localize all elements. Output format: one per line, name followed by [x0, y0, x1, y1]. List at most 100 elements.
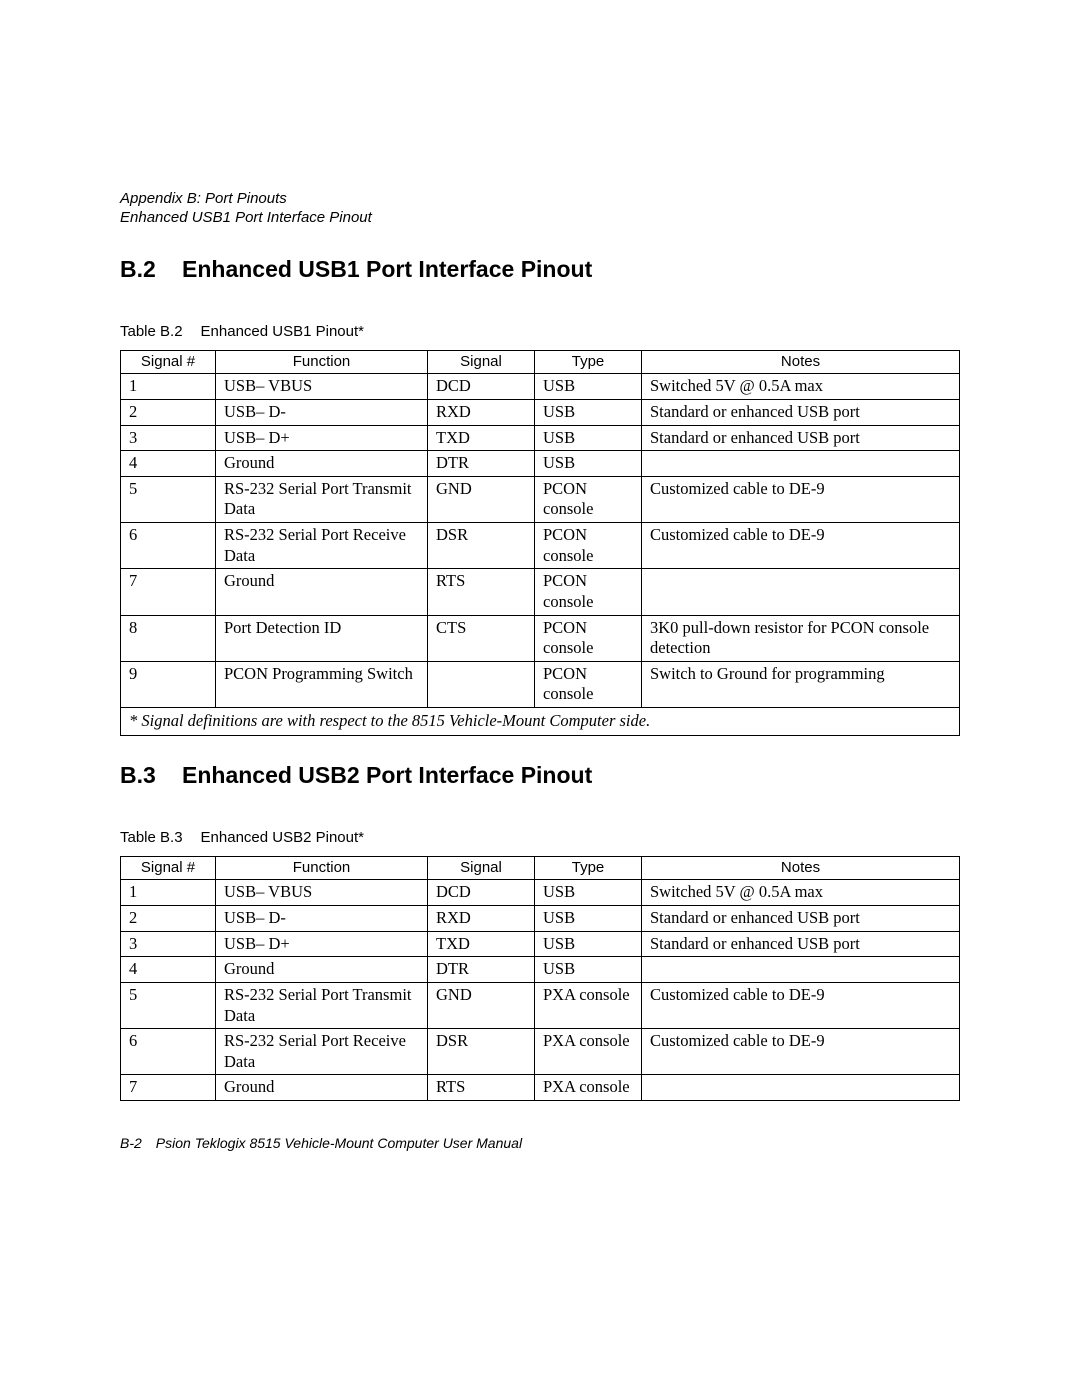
table-row: 2USB– D-RXDUSBStandard or enhanced USB p…: [121, 399, 960, 425]
table-cell: 3: [121, 425, 216, 451]
col-header: Signal: [428, 856, 535, 880]
table-cell: RXD: [428, 906, 535, 932]
table-cell: TXD: [428, 425, 535, 451]
table-cell: USB: [535, 425, 642, 451]
table-cell: GND: [428, 476, 535, 522]
table-row: 4GroundDTRUSB: [121, 451, 960, 477]
table-cell: [642, 957, 960, 983]
table-cell: Customized cable to DE-9: [642, 1029, 960, 1075]
table-cell: PCON console: [535, 661, 642, 707]
table-cell: 7: [121, 569, 216, 615]
table-footnote: * Signal definitions are with respect to…: [121, 708, 960, 736]
table-caption-text: Enhanced USB2 Pinout*: [201, 829, 364, 846]
table-cell: [642, 1075, 960, 1101]
table-cell: PCON console: [535, 615, 642, 661]
table-cell: Standard or enhanced USB port: [642, 906, 960, 932]
table-cell: 3: [121, 931, 216, 957]
table-row: 9PCON Programming SwitchPCON consoleSwit…: [121, 661, 960, 707]
section-heading-b3: B.3Enhanced USB2 Port Interface Pinout: [120, 762, 960, 789]
table-cell: DTR: [428, 451, 535, 477]
table-header-row: Signal # Function Signal Type Notes: [121, 856, 960, 880]
table-cell: 1: [121, 374, 216, 400]
table-header-row: Signal # Function Signal Type Notes: [121, 350, 960, 374]
table-cell: Switched 5V @ 0.5A max: [642, 374, 960, 400]
page-footer: B-2 Psion Teklogix 8515 Vehicle-Mount Com…: [120, 1135, 960, 1151]
table-row: 3USB– D+TXDUSBStandard or enhanced USB p…: [121, 425, 960, 451]
table-cell: USB: [535, 374, 642, 400]
table-cell: DSR: [428, 523, 535, 569]
table-row: 3USB– D+TXDUSBStandard or enhanced USB p…: [121, 931, 960, 957]
table-label: Table B.2: [120, 323, 183, 340]
table-cell: USB– D-: [216, 399, 428, 425]
table-cell: RS-232 Serial Port Receive Data: [216, 1029, 428, 1075]
table-cell: USB– VBUS: [216, 880, 428, 906]
table-cell: USB: [535, 957, 642, 983]
table-cell: PCON Programming Switch: [216, 661, 428, 707]
table-row: 2USB– D-RXDUSBStandard or enhanced USB p…: [121, 906, 960, 932]
table-row: 1USB– VBUSDCDUSBSwitched 5V @ 0.5A max: [121, 880, 960, 906]
section-heading-b2: B.2Enhanced USB1 Port Interface Pinout: [120, 256, 960, 283]
manual-title: Psion Teklogix 8515 Vehicle-Mount Comput…: [156, 1135, 522, 1151]
table-row: 8Port Detection IDCTSPCON console3K0 pul…: [121, 615, 960, 661]
table-cell: Standard or enhanced USB port: [642, 425, 960, 451]
table-cell: Customized cable to DE-9: [642, 982, 960, 1028]
table-cell: PXA console: [535, 1075, 642, 1101]
col-header: Signal #: [121, 856, 216, 880]
table-cell: TXD: [428, 931, 535, 957]
table-cell: RXD: [428, 399, 535, 425]
table-cell: 2: [121, 906, 216, 932]
table-body-b2: 1USB– VBUSDCDUSBSwitched 5V @ 0.5A max2U…: [121, 374, 960, 735]
table-cell: GND: [428, 982, 535, 1028]
table-cell: 6: [121, 1029, 216, 1075]
table-cell: RS-232 Serial Port Transmit Data: [216, 982, 428, 1028]
table-cell: 6: [121, 523, 216, 569]
table-body-b3: 1USB– VBUSDCDUSBSwitched 5V @ 0.5A max2U…: [121, 880, 960, 1101]
table-cell: Customized cable to DE-9: [642, 476, 960, 522]
table-cell: Standard or enhanced USB port: [642, 399, 960, 425]
pinout-table-b2: Signal # Function Signal Type Notes 1USB…: [120, 350, 960, 736]
table-row: 4GroundDTRUSB: [121, 957, 960, 983]
table-cell: [642, 451, 960, 477]
col-header: Notes: [642, 350, 960, 374]
col-header: Signal #: [121, 350, 216, 374]
table-cell: USB: [535, 399, 642, 425]
section-number: B.2: [120, 256, 182, 283]
table-cell: USB– D+: [216, 425, 428, 451]
table-cell: DCD: [428, 880, 535, 906]
table-cell: PXA console: [535, 1029, 642, 1075]
table-row: 5RS-232 Serial Port Transmit DataGNDPXA …: [121, 982, 960, 1028]
table-cell: DSR: [428, 1029, 535, 1075]
table-cell: 1: [121, 880, 216, 906]
col-header: Function: [216, 856, 428, 880]
table-cell: Ground: [216, 957, 428, 983]
section-title: Enhanced USB2 Port Interface Pinout: [182, 762, 592, 788]
header-line-2: Enhanced USB1 Port Interface Pinout: [120, 209, 960, 228]
table-cell: 8: [121, 615, 216, 661]
table-row: 6RS-232 Serial Port Receive DataDSRPCON …: [121, 523, 960, 569]
running-header: Appendix B: Port Pinouts Enhanced USB1 P…: [120, 190, 960, 228]
table-cell: PCON console: [535, 523, 642, 569]
table-cell: 3K0 pull-down resistor for PCON console …: [642, 615, 960, 661]
page-number: B-2: [120, 1135, 142, 1151]
table-cell: 7: [121, 1075, 216, 1101]
table-cell: 5: [121, 982, 216, 1028]
table-row: 7GroundRTSPCON console: [121, 569, 960, 615]
col-header: Notes: [642, 856, 960, 880]
table-row: 5RS-232 Serial Port Transmit DataGNDPCON…: [121, 476, 960, 522]
header-line-1: Appendix B: Port Pinouts: [120, 190, 960, 209]
table-row: 1USB– VBUSDCDUSBSwitched 5V @ 0.5A max: [121, 374, 960, 400]
table-row: 7GroundRTSPXA console: [121, 1075, 960, 1101]
table-footnote-row: * Signal definitions are with respect to…: [121, 708, 960, 736]
table-cell: CTS: [428, 615, 535, 661]
table-cell: RTS: [428, 569, 535, 615]
table-cell: Switched 5V @ 0.5A max: [642, 880, 960, 906]
col-header: Type: [535, 350, 642, 374]
col-header: Function: [216, 350, 428, 374]
table-label: Table B.3: [120, 829, 183, 846]
table-cell: 2: [121, 399, 216, 425]
table-cell: 4: [121, 957, 216, 983]
col-header: Signal: [428, 350, 535, 374]
table-caption-text: Enhanced USB1 Pinout*: [201, 323, 364, 340]
table-cell: 9: [121, 661, 216, 707]
table-cell: [642, 569, 960, 615]
